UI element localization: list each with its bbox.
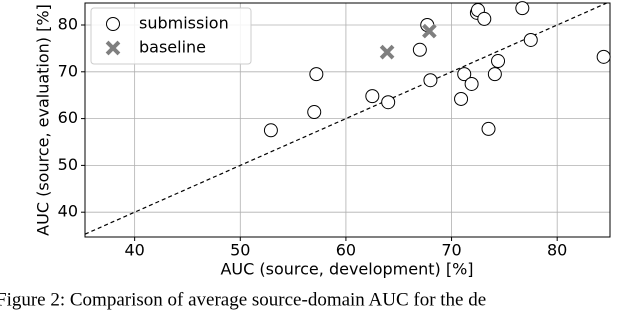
point bbox=[464, 76, 479, 91]
y-tick-label: 80 bbox=[58, 14, 78, 33]
x-axis-label: AUC (source, development) [%] bbox=[220, 260, 473, 279]
point bbox=[412, 42, 427, 57]
x-tick-label: 80 bbox=[547, 241, 567, 260]
point bbox=[491, 54, 506, 69]
y-axis-label: AUC (source, evaluation) [%] bbox=[34, 4, 53, 236]
point bbox=[477, 11, 492, 26]
caption: Figure 2: Comparison of average source-d… bbox=[0, 289, 486, 310]
plot-frame bbox=[84, 2, 611, 238]
y-tick-label: 50 bbox=[58, 155, 78, 174]
point bbox=[454, 91, 469, 106]
y-tick-label: 60 bbox=[58, 108, 78, 127]
point bbox=[422, 23, 437, 39]
point bbox=[481, 121, 496, 136]
x-tick-label: 40 bbox=[124, 241, 144, 260]
legend-label: submission bbox=[139, 14, 229, 33]
x-tick-label: 70 bbox=[441, 241, 461, 260]
point bbox=[487, 67, 502, 82]
legend-box bbox=[90, 7, 252, 65]
legend-marker bbox=[106, 17, 120, 31]
x-tick-label: 50 bbox=[230, 241, 250, 260]
point bbox=[596, 49, 611, 64]
legend-label: baseline bbox=[139, 38, 206, 57]
legend-marker bbox=[105, 40, 121, 56]
point bbox=[379, 44, 395, 60]
point bbox=[307, 105, 322, 120]
y-tick-label: 70 bbox=[58, 61, 78, 80]
x-tick-label: 60 bbox=[336, 241, 356, 260]
point bbox=[263, 123, 278, 138]
y-tick-label: 40 bbox=[58, 202, 78, 221]
point bbox=[457, 67, 472, 82]
point bbox=[381, 95, 396, 110]
point bbox=[365, 89, 380, 104]
point bbox=[309, 67, 324, 82]
point bbox=[423, 73, 438, 88]
point bbox=[523, 32, 538, 47]
point bbox=[515, 1, 530, 16]
